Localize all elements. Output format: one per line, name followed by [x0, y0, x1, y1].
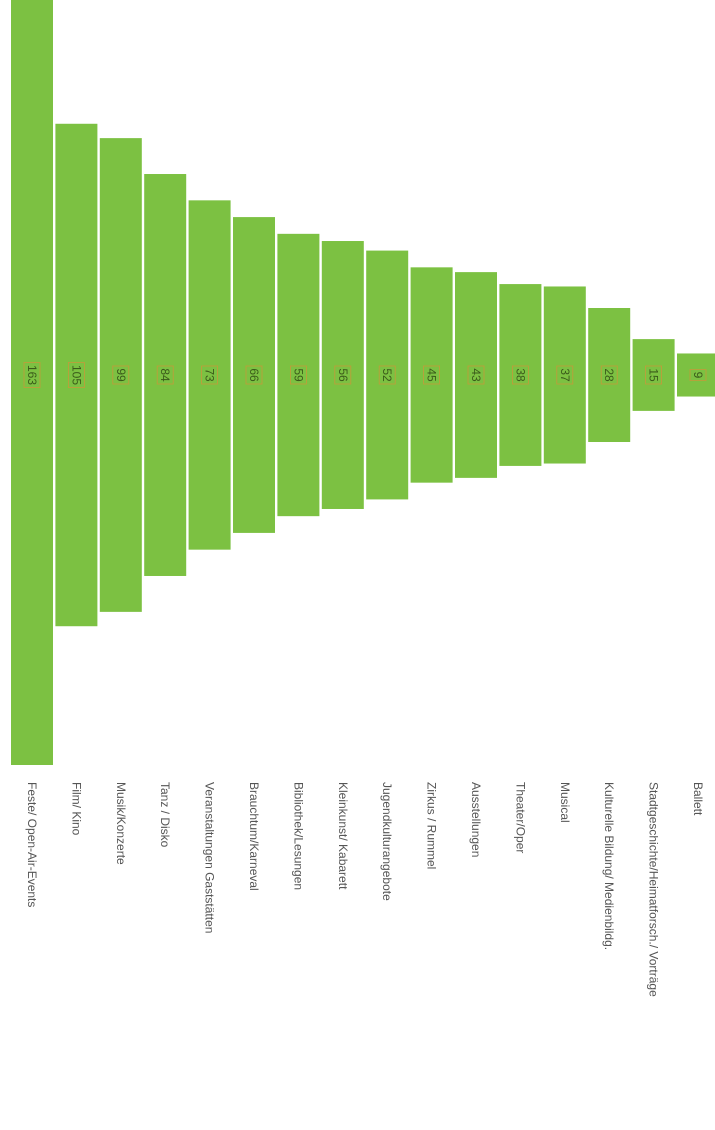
- value-label-box: [378, 365, 396, 385]
- value-label-box: [112, 365, 130, 385]
- category-label-8: Jugendkulturangebote: [380, 782, 394, 901]
- value-label-box: [68, 362, 85, 388]
- bar-13: [588, 308, 631, 442]
- category-label-0: Feste/ Open-Air-Events: [25, 782, 39, 907]
- bar-11: [499, 284, 542, 466]
- value-label-text: 38: [513, 368, 527, 382]
- value-label-5: 66: [245, 365, 263, 385]
- value-label-box: [23, 362, 41, 388]
- value-label-text: 99: [114, 368, 128, 382]
- bars-group: [11, 0, 715, 765]
- value-label-box: [689, 369, 707, 381]
- value-label-0: 163: [23, 362, 41, 388]
- value-label-text: 56: [336, 368, 350, 382]
- value-label-box: [245, 365, 263, 385]
- category-label-14: Stadtgeschichte/Heimatforsch./ Vorträge: [647, 782, 661, 997]
- value-labels-group: 163 105 99 84 73 66 59 56 52 45 43 38 37 28 15 9: [23, 362, 707, 388]
- value-label-14: 15: [645, 365, 662, 385]
- value-label-1: 105: [68, 362, 85, 388]
- bar-10: [455, 272, 497, 478]
- value-label-10: 43: [467, 365, 485, 385]
- value-label-box: [556, 365, 574, 385]
- bar-2: [99, 138, 142, 612]
- bar-12: [543, 286, 586, 464]
- value-label-box: [645, 365, 662, 385]
- value-label-box: [512, 365, 529, 385]
- value-label-box: [600, 365, 618, 385]
- value-label-text: 45: [425, 368, 439, 382]
- value-label-text: 66: [247, 368, 261, 382]
- value-label-text: 105: [69, 365, 83, 385]
- bar-3: [144, 174, 187, 576]
- value-label-2: 99: [112, 365, 130, 385]
- value-label-12: 37: [556, 365, 574, 385]
- category-label-3: Tanz / Disko: [158, 782, 172, 848]
- value-label-text: 59: [291, 368, 305, 382]
- value-label-6: 59: [289, 365, 307, 385]
- category-label-1: Film/ Kino: [69, 782, 83, 836]
- bar-4: [188, 200, 231, 550]
- category-labels-group: Feste/ Open-Air-Events Film/ Kino Musik/Ko…: [25, 782, 705, 997]
- value-label-text: 84: [158, 368, 172, 382]
- value-label-7: 56: [334, 365, 352, 385]
- value-label-11: 38: [512, 365, 529, 385]
- value-label-text: 52: [380, 368, 394, 382]
- value-label-text: 9: [691, 372, 705, 379]
- value-label-text: 37: [558, 368, 572, 382]
- value-label-box: [334, 365, 352, 385]
- value-label-13: 28: [600, 365, 618, 385]
- category-label-6: Bibliothek/Lesungen: [291, 782, 305, 890]
- value-label-box: [289, 365, 307, 385]
- value-label-text: 28: [602, 368, 616, 382]
- category-label-11: Theater/Oper: [513, 782, 527, 853]
- category-label-10: Ausstellungen: [469, 782, 483, 857]
- value-label-text: 73: [203, 368, 217, 382]
- category-label-5: Brauchtum/Karneval: [247, 782, 261, 891]
- value-label-box: [467, 365, 485, 385]
- value-label-box: [201, 365, 219, 385]
- value-label-text: 43: [469, 368, 483, 382]
- bar-0: [11, 0, 53, 765]
- value-label-15: 9: [689, 369, 707, 381]
- value-label-box: [423, 365, 441, 385]
- bar-5: [233, 217, 275, 533]
- value-label-text: 163: [25, 365, 39, 385]
- category-label-15: Ballett: [691, 782, 705, 816]
- category-label-13: Kulturelle Bildung/ Medienbildg.: [602, 782, 616, 950]
- category-label-7: Kleinkunst/ Kabarett: [336, 782, 350, 890]
- bar-9: [410, 267, 453, 483]
- bar-6: [277, 233, 320, 517]
- value-label-4: 73: [201, 365, 219, 385]
- bar-7: [321, 241, 364, 509]
- bar-8: [366, 250, 409, 500]
- bar-1: [55, 123, 98, 627]
- bar-14: [632, 339, 675, 411]
- value-label-8: 52: [378, 365, 396, 385]
- category-label-4: Veranstaltungen Gaststätten: [203, 782, 217, 933]
- value-label-box: [156, 365, 174, 385]
- category-label-9: Zirkus / Rummel: [425, 782, 439, 869]
- value-label-9: 45: [423, 365, 441, 385]
- category-label-12: Musical: [558, 782, 572, 823]
- value-label-3: 84: [156, 365, 174, 385]
- value-label-text: 15: [647, 368, 661, 382]
- bar-15: [677, 353, 715, 397]
- category-label-2: Musik/Konzerte: [114, 782, 128, 865]
